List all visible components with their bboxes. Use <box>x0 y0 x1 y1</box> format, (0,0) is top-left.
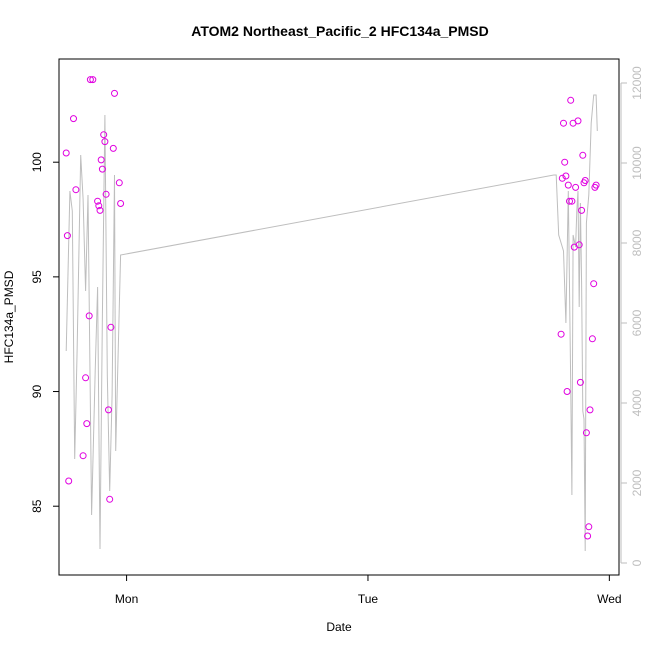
y2-tick-label: 0 <box>630 559 644 566</box>
data-point <box>567 96 575 104</box>
data-point <box>564 181 572 189</box>
data-point <box>101 138 109 146</box>
x-tick-label: Wed <box>597 592 621 606</box>
y-axis-label: HFC134a_PMSD <box>2 270 16 363</box>
data-point <box>83 420 91 428</box>
chart-title: ATOM2 Northeast_Pacific_2 HFC134a_PMSD <box>191 23 488 39</box>
data-point <box>107 323 115 331</box>
data-point <box>574 117 582 125</box>
data-point <box>561 158 569 166</box>
data-point <box>109 144 117 152</box>
data-point <box>102 190 110 198</box>
data-point <box>65 477 73 485</box>
x-tick-label: Tue <box>358 592 379 606</box>
data-point <box>568 197 576 205</box>
data-point <box>95 202 103 210</box>
data-point <box>63 232 71 240</box>
data-point <box>105 406 112 414</box>
data-point <box>584 532 592 540</box>
data-point <box>111 89 118 97</box>
y2-tick-label: 10000 <box>630 146 644 180</box>
data-point <box>115 179 123 187</box>
x-tick-label: Mon <box>115 592 138 606</box>
data-point <box>581 177 589 184</box>
data-point <box>560 119 567 127</box>
y2-tick-label: 6000 <box>630 309 644 336</box>
y-tick-label: 85 <box>30 499 44 513</box>
data-point <box>72 186 80 194</box>
data-point <box>117 200 125 207</box>
data-point <box>96 206 104 214</box>
y-axis-left: 85 90 95 100 <box>30 152 60 513</box>
data-point <box>588 335 596 343</box>
data-point <box>579 151 587 159</box>
data-point <box>89 76 97 84</box>
y-tick-label: 100 <box>30 152 44 172</box>
data-point <box>576 378 584 386</box>
y-tick-label: 90 <box>30 385 44 399</box>
data-point <box>558 174 566 182</box>
data-point <box>94 197 102 205</box>
data-point <box>578 206 586 214</box>
y2-tick-label: 8000 <box>630 229 644 256</box>
data-point <box>100 131 108 139</box>
data-point <box>62 149 70 157</box>
data-point <box>79 452 87 460</box>
data-point <box>557 330 565 338</box>
data-point <box>582 429 590 437</box>
data-point <box>585 523 593 531</box>
y-tick-label: 95 <box>30 270 44 284</box>
y2-tick-label: 12000 <box>630 66 644 100</box>
data-point <box>592 181 600 189</box>
data-point <box>86 76 94 84</box>
data-point <box>82 374 90 382</box>
line-series <box>65 94 598 552</box>
y2-tick-label: 2000 <box>630 469 644 496</box>
data-point <box>562 172 570 180</box>
data-point <box>586 406 594 414</box>
data-point <box>70 115 77 123</box>
plot-frame <box>58 58 620 576</box>
data-point <box>97 156 105 164</box>
line-series-path <box>65 94 598 552</box>
point-series <box>62 76 600 540</box>
y-axis-right: 0 2000 4000 6000 8000 10000 12000 <box>620 66 644 566</box>
y2-tick-label: 4000 <box>630 389 644 416</box>
data-point <box>106 495 114 503</box>
data-point <box>98 165 106 173</box>
data-point <box>575 241 583 249</box>
data-point <box>563 388 571 395</box>
data-point <box>590 280 598 288</box>
x-axis: Mon Tue Wed <box>115 574 622 606</box>
data-point <box>85 312 93 320</box>
data-point <box>566 197 573 205</box>
x-axis-label: Date <box>326 620 352 634</box>
data-point <box>572 183 580 191</box>
